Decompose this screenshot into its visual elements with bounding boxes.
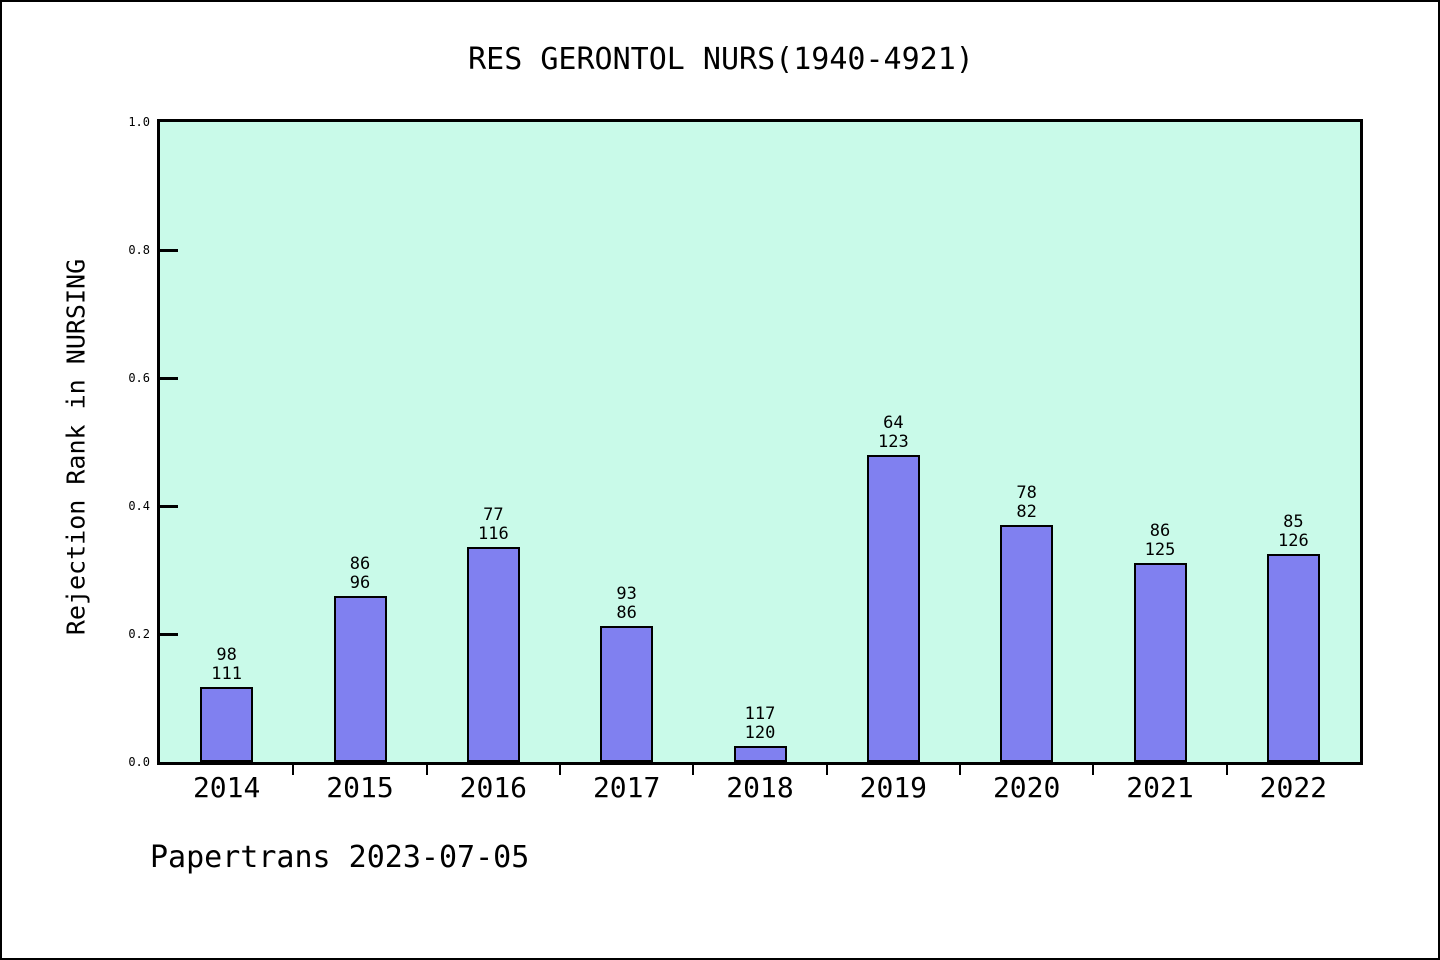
y-tick-label: 0.4 bbox=[128, 499, 150, 513]
x-minor-tick-mark bbox=[559, 765, 561, 775]
bar-value-label-line1: 117 bbox=[744, 704, 776, 724]
bar-value-label: 77 116 bbox=[433, 506, 553, 544]
x-minor-tick-mark bbox=[1225, 765, 1228, 775]
x-minor-tick-mark bbox=[825, 765, 828, 775]
bar-value-label-line2: 116 bbox=[477, 524, 509, 544]
bar-value-label-line2: 86 bbox=[616, 603, 637, 623]
bar bbox=[1133, 563, 1187, 762]
y-tick-mark bbox=[160, 632, 178, 636]
bar-value-label-line1: 64 bbox=[883, 413, 904, 433]
bar-value-label: 86 125 bbox=[1100, 522, 1220, 560]
x-minor-tick-mark bbox=[692, 765, 695, 775]
bar-value-label: 78 82 bbox=[967, 484, 1087, 522]
bar bbox=[466, 547, 520, 762]
x-tick-label: 2014 bbox=[192, 771, 261, 804]
bar-value-label: 98 111 bbox=[167, 646, 287, 684]
bar-value-label: 86 96 bbox=[300, 555, 420, 593]
y-axis-label: Rejection Rank in NURSING bbox=[61, 258, 91, 636]
x-minor-tick-mark bbox=[292, 765, 295, 775]
x-tick-label: 2021 bbox=[1126, 771, 1194, 804]
x-tick-label: 2019 bbox=[859, 771, 928, 804]
bar-value-label-line1: 85 bbox=[1283, 512, 1304, 532]
y-tick-label: 0.6 bbox=[128, 371, 150, 385]
x-tick-label: 2015 bbox=[326, 771, 394, 804]
x-tick-label: 2022 bbox=[1259, 771, 1328, 804]
y-tick-mark bbox=[160, 376, 178, 380]
bar bbox=[1266, 554, 1320, 762]
bar-value-label-line2: 82 bbox=[1016, 502, 1037, 522]
y-tick-label: 0.8 bbox=[128, 243, 150, 257]
bar bbox=[866, 455, 920, 762]
bar bbox=[733, 746, 787, 762]
bar-value-label-line2: 120 bbox=[744, 723, 776, 743]
bar bbox=[1000, 525, 1054, 762]
chart-title: RES GERONTOL NURS(1940-4921) bbox=[468, 42, 974, 77]
x-tick-label: 2018 bbox=[726, 771, 794, 804]
bar-value-label-line2: 126 bbox=[1277, 531, 1309, 551]
bar-value-label-line2: 96 bbox=[349, 573, 371, 593]
plot-area: 0.0 0.2 0.4 0.6 0.8 1.0 98 111 2014 86 96 2015 77 116… bbox=[128, 115, 1363, 804]
watermark-footer-text: Papertrans 2023-07-05 bbox=[150, 840, 530, 875]
y-tick-label: 0.2 bbox=[128, 627, 150, 641]
bar-value-label-line2: 123 bbox=[877, 432, 909, 452]
bar-value-label: 117 120 bbox=[700, 705, 820, 743]
bar-value-label-line1: 86 bbox=[1149, 521, 1171, 541]
x-minor-tick-mark bbox=[1092, 765, 1095, 775]
x-tick-label: 2016 bbox=[459, 771, 528, 804]
bar-value-label-line1: 93 bbox=[616, 584, 637, 604]
bar-value-label-line1: 78 bbox=[1016, 483, 1037, 503]
bar-value-label-line1: 86 bbox=[349, 554, 371, 574]
x-minor-tick-mark bbox=[425, 765, 428, 775]
x-minor-tick-mark bbox=[959, 765, 961, 775]
bar-value-label: 64 123 bbox=[833, 414, 953, 452]
bar-value-label-line1: 77 bbox=[483, 505, 504, 525]
y-tick-mark bbox=[160, 248, 178, 252]
bar-value-label-line2: 125 bbox=[1144, 540, 1176, 560]
bar-value-label: 85 126 bbox=[1233, 513, 1353, 551]
y-tick-label: 0.0 bbox=[128, 755, 150, 769]
y-tick-mark bbox=[160, 504, 178, 508]
x-tick-label: 2020 bbox=[992, 771, 1061, 804]
x-tick-label: 2017 bbox=[592, 771, 661, 804]
bar bbox=[333, 596, 387, 762]
bar-value-label-line1: 98 bbox=[216, 645, 237, 665]
bar-value-label-line2: 111 bbox=[211, 664, 243, 684]
bar bbox=[200, 687, 254, 762]
y-tick-label: 1.0 bbox=[128, 115, 150, 129]
bar bbox=[600, 626, 654, 762]
bar-value-label: 93 86 bbox=[567, 585, 687, 623]
